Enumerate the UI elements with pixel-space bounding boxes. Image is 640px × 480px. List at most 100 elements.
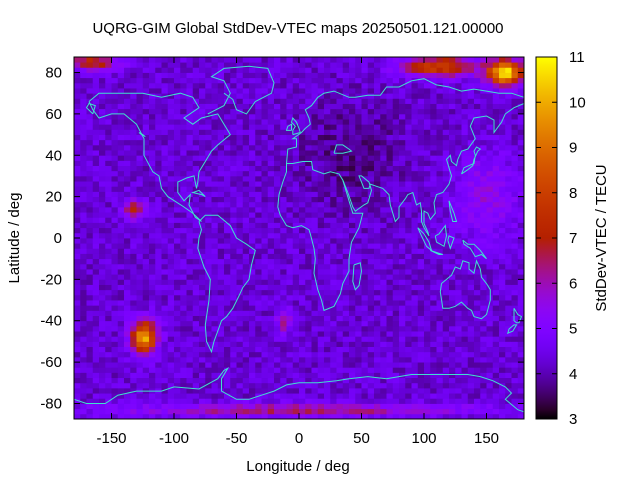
heatmap-cell <box>99 294 106 301</box>
heatmap-cell <box>499 346 506 353</box>
heatmap-cell <box>317 170 325 177</box>
heatmap-cell <box>174 289 181 296</box>
heatmap-cell <box>261 243 269 249</box>
heatmap-cell <box>499 108 506 115</box>
heatmap-cell <box>249 269 256 275</box>
heatmap-cell <box>299 356 306 363</box>
heatmap-cell <box>117 134 125 141</box>
heatmap-cell <box>130 325 137 332</box>
heatmap-cell <box>92 186 100 192</box>
heatmap-cell <box>305 227 312 234</box>
heatmap-cell <box>186 331 194 337</box>
heatmap-cell <box>442 279 450 285</box>
heatmap-cell <box>324 206 331 213</box>
heatmap-cell <box>99 341 106 347</box>
heatmap-cell <box>399 253 406 260</box>
heatmap-cell <box>130 393 137 399</box>
heatmap-cell <box>461 382 469 389</box>
heatmap-cell <box>324 113 331 120</box>
heatmap-cell <box>142 134 150 141</box>
heatmap-cell <box>199 325 206 332</box>
heatmap-cell <box>442 336 450 342</box>
heatmap-cell <box>274 341 281 347</box>
heatmap-cell <box>461 150 469 156</box>
heatmap-cell <box>192 206 200 213</box>
heatmap-cell <box>105 67 112 73</box>
heatmap-cell <box>142 160 150 166</box>
heatmap-cell <box>305 346 312 353</box>
heatmap-cell <box>430 82 437 89</box>
heatmap-cell <box>199 150 206 156</box>
heatmap-cell <box>111 222 119 229</box>
heatmap-cell <box>305 362 312 368</box>
heatmap-cell <box>167 129 175 135</box>
heatmap-cell <box>492 212 500 218</box>
heatmap-cell <box>186 129 194 135</box>
heatmap-cell <box>117 113 125 120</box>
heatmap-cell <box>311 408 319 415</box>
heatmap-cell <box>99 387 106 394</box>
heatmap-cell <box>99 310 106 316</box>
heatmap-cell <box>255 108 262 115</box>
heatmap-cell <box>242 144 250 151</box>
heatmap-cell <box>174 253 181 260</box>
heatmap-cell <box>467 88 475 94</box>
heatmap-cell <box>186 150 194 156</box>
heatmap-cell <box>430 294 437 301</box>
heatmap-cell <box>374 289 381 296</box>
heatmap-cell <box>399 367 406 373</box>
heatmap-cell <box>242 403 250 410</box>
heatmap-cell <box>180 243 187 249</box>
heatmap-cell <box>405 269 412 275</box>
heatmap-cell <box>242 186 250 192</box>
heatmap-cell <box>124 98 131 104</box>
heatmap-cell <box>174 232 181 239</box>
heatmap-cell <box>261 382 269 389</box>
heatmap-cell <box>92 227 100 234</box>
heatmap-cell <box>192 108 200 115</box>
heatmap-cell <box>224 387 231 394</box>
heatmap-cell <box>330 201 337 208</box>
heatmap-cell <box>492 274 500 280</box>
heatmap-cell <box>449 310 456 316</box>
heatmap-cell <box>236 170 244 177</box>
heatmap-cell <box>155 269 162 275</box>
heatmap-cell <box>255 98 262 104</box>
heatmap-cell <box>411 408 419 415</box>
heatmap-cell <box>449 305 456 311</box>
heatmap-cell <box>342 387 350 394</box>
heatmap-cell <box>186 232 194 239</box>
heatmap-cell <box>86 320 94 327</box>
heatmap-cell <box>242 201 250 208</box>
heatmap-cell <box>111 346 119 353</box>
heatmap-cell <box>149 206 156 213</box>
heatmap-cell <box>455 336 462 342</box>
heatmap-cell <box>361 129 369 135</box>
heatmap-cell <box>336 331 344 337</box>
heatmap-cell <box>267 222 275 229</box>
heatmap-cell <box>492 356 500 363</box>
heatmap-cell <box>180 294 187 301</box>
heatmap-cell <box>474 362 481 368</box>
heatmap-cell <box>167 362 175 368</box>
heatmap-cell <box>117 150 125 156</box>
heatmap-cell <box>124 201 131 208</box>
heatmap-cell <box>417 253 425 260</box>
heatmap-cell <box>105 77 112 84</box>
heatmap-cell <box>517 206 525 213</box>
heatmap-cell <box>211 310 219 316</box>
heatmap-cell <box>199 274 206 280</box>
heatmap-cell <box>86 279 94 285</box>
heatmap-cell <box>342 279 350 285</box>
heatmap-cell <box>105 98 112 104</box>
heatmap-cell <box>124 284 131 291</box>
heatmap-cell <box>442 181 450 187</box>
heatmap-cell <box>405 181 412 187</box>
heatmap-cell <box>199 284 206 291</box>
heatmap-cell <box>236 103 244 110</box>
heatmap-cell <box>242 82 250 89</box>
heatmap-cell <box>261 294 269 301</box>
heatmap-cell <box>424 320 431 327</box>
heatmap-cell <box>130 387 137 394</box>
heatmap-cell <box>505 82 512 89</box>
